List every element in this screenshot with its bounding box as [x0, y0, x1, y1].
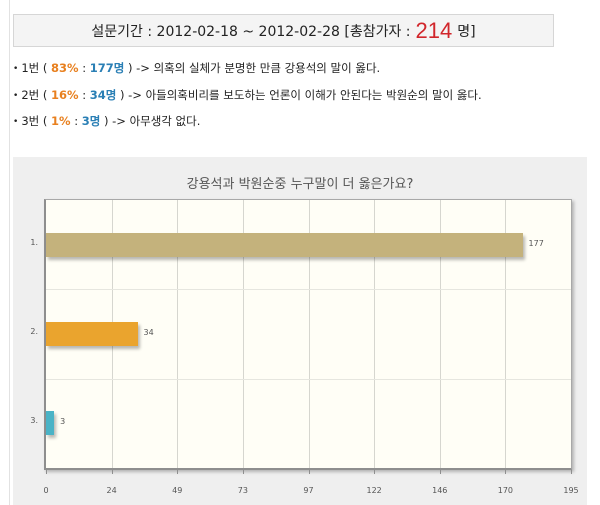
result-count: 177명 [89, 61, 125, 75]
bullet-icon: • [13, 117, 19, 127]
x-tick-label: 195 [563, 486, 579, 495]
x-tick-mark [242, 470, 244, 474]
result-description: ) -> 의혹의 실체가 분명한 만큼 강용석의 말이 옳다. [124, 61, 381, 75]
bar-value-label: 177 [528, 238, 544, 248]
result-percent: 1% [51, 114, 71, 128]
grid-line-horizontal [46, 378, 571, 380]
grid-line-vertical [505, 200, 507, 468]
left-border-line [9, 0, 10, 505]
grid-line-vertical [439, 200, 441, 468]
x-tick-mark [111, 470, 113, 474]
result-description: ) -> 아들의혹비리를 보도하는 언론이 이해가 안된다는 박원순의 말이 옳… [116, 87, 482, 102]
x-tick-label: 0 [43, 486, 49, 495]
total-participants-count: 214 [415, 17, 453, 43]
x-tick-mark [439, 470, 441, 474]
x-tick-label: 97 [303, 486, 314, 495]
category-label: 2. [30, 327, 38, 336]
x-tick-mark [177, 470, 179, 474]
x-tick-mark [505, 470, 507, 474]
grid-line-vertical [242, 200, 244, 468]
bullet-icon: • [13, 64, 19, 74]
grid-line-horizontal [46, 289, 571, 291]
bar-value-label: 3 [60, 417, 66, 427]
chart-title: 강용석과 박원순중 누구말이 더 옳은가요? [186, 177, 414, 192]
total-participants-unit: 명] [457, 23, 476, 40]
bar-2[interactable] [46, 322, 138, 346]
survey-period-header: 설문기간 : 2012-02-18 ~ 2012-02-28 [총참가자 : 2… [13, 14, 554, 47]
chart-panel: 강용석과 박원순중 누구말이 더 옳은가요? 177 34 3 0 24 49 73 97 1… [13, 157, 587, 505]
x-tick-mark [571, 470, 572, 474]
grid-line-vertical [308, 200, 310, 468]
x-tick-mark [308, 470, 310, 474]
survey-period-label: 설문기간 : 2012-02-18 ~ 2012-02-28 [총참가자 : [91, 23, 411, 40]
category-label: 3. [30, 416, 38, 426]
result-description: ) -> 아무생각 없다. [100, 114, 201, 128]
result-percent: 83% [51, 61, 79, 75]
x-tick-label: 73 [237, 486, 248, 495]
result-count: 34명 [89, 87, 117, 102]
x-tick-label: 49 [172, 486, 183, 495]
bar-1[interactable] [46, 232, 523, 257]
result-list: • 1번 ( 83% : 177명 ) -> 의혹의 실체가 분명한 만큼 강용석… [13, 58, 482, 138]
grid-line-vertical [374, 200, 376, 468]
plot-area: 177 34 3 [44, 199, 572, 470]
result-item-2: • 2번 ( 16% : 34명 ) -> 아들의혹비리를 보도하는 언론이 이해… [13, 87, 482, 102]
x-tick-label: 170 [497, 486, 514, 495]
bullet-icon: • [13, 90, 19, 101]
result-item-1: • 1번 ( 83% : 177명 ) -> 의혹의 실체가 분명한 만큼 강용석… [13, 61, 381, 75]
result-percent: 16% [51, 87, 79, 102]
bar-3[interactable] [46, 411, 55, 436]
grid-line-vertical [177, 200, 179, 468]
bar-value-label: 34 [143, 328, 154, 337]
x-tick-label: 122 [366, 486, 382, 495]
x-tick-mark [46, 470, 47, 474]
result-item-3: • 3번 ( 1% : 3명 ) -> 아무생각 없다. [13, 114, 201, 128]
result-count: 3명 [81, 114, 101, 128]
x-tick-mark [374, 470, 376, 474]
category-label: 1. [30, 237, 38, 247]
x-tick-label: 24 [106, 486, 117, 495]
x-tick-label: 146 [432, 486, 448, 495]
